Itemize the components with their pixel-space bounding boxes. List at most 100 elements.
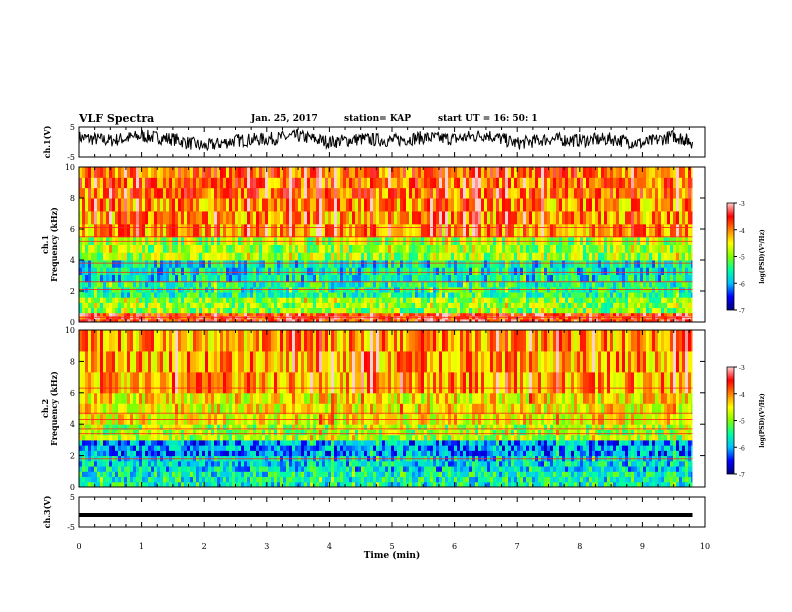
ch1-spectrogram-cell: [295, 318, 298, 323]
ch1-spectrogram-cell: [271, 187, 274, 199]
ch1-spectrogram-cell: [313, 187, 316, 199]
ch1-spectrogram-cell: [208, 292, 211, 298]
ch1-spectrogram-cell: [154, 236, 157, 245]
ch1-spectrogram-cell: [457, 244, 460, 253]
ch2-spectrogram-cell: [97, 460, 100, 467]
ch1-spectrogram-cell: [85, 292, 88, 298]
ch1-spectrogram-cell: [259, 281, 262, 288]
ch1-spectrogram-cell: [649, 281, 652, 288]
ch1-spectrogram-cell: [262, 210, 265, 225]
ch1-spectrogram-cell: [490, 267, 493, 275]
ch1-spectrogram-cell: [310, 210, 313, 225]
ch1-spectrogram-cell: [496, 297, 499, 303]
ch1-spectrogram-cell: [397, 223, 400, 238]
ch1-spectrogram-cell: [271, 302, 274, 309]
ch2-spectrogram-cell: [142, 466, 145, 472]
ch1-spectrogram-cell: [454, 281, 457, 288]
ch1-spectrogram-cell: [514, 307, 517, 314]
ch1-spectrogram-cell: [586, 292, 589, 298]
ch1-spectrogram-cell: [343, 198, 346, 212]
ch1-spectrogram-cell: [523, 236, 526, 245]
ch1-spectrogram-cell: [625, 260, 628, 268]
ch1-spectrogram-cell: [619, 198, 622, 212]
ch2-spectrogram-cell: [136, 330, 139, 352]
ch1-spectrogram-cell: [184, 236, 187, 245]
ch1-spectrogram-cell: [676, 210, 679, 225]
ch1-spectrogram-cell: [487, 244, 490, 253]
ch1-spectrogram-cell: [241, 210, 244, 225]
ch1-spectrogram-cell: [109, 252, 112, 261]
ch1-spectrogram-cell: [145, 312, 148, 317]
ch1-spectrogram-cell: [268, 198, 271, 212]
ch1-spectrogram-cell: [610, 274, 613, 283]
ch2-spectrogram-cell: [184, 450, 187, 457]
ch1-spectrogram-cell: [652, 210, 655, 225]
ch1-spectrogram-cell: [412, 307, 415, 314]
ch2-spectrogram-cell: [187, 439, 190, 446]
ch2-spectrogram-cell: [178, 403, 181, 415]
ch1-spectrogram-cell: [595, 281, 598, 288]
ch1-spectrogram-cell: [151, 297, 154, 303]
ch1-spectrogram-cell: [595, 267, 598, 275]
ch1-spectrogram-cell: [559, 167, 562, 178]
ch1-spectrogram-cell: [88, 307, 91, 314]
ch2-spectrogram-cell: [112, 450, 115, 457]
ch1-spectrogram-cell: [631, 252, 634, 261]
ch1-spectrogram-cell: [454, 223, 457, 238]
ch1-spectrogram-cell: [259, 244, 262, 253]
ch1-spectrogram-cell: [115, 223, 118, 238]
ch1-spectrogram-cell: [202, 274, 205, 283]
ch1-spectrogram-cell: [493, 223, 496, 238]
ch1-spectrogram-cell: [490, 167, 493, 178]
ch1-spectrogram-cell: [676, 244, 679, 253]
ch2-spectrogram-cell: [148, 350, 151, 373]
ch1-spectrogram-cell: [583, 312, 586, 317]
ch1-spectrogram-cell: [481, 223, 484, 238]
ch1-spectrogram-cell: [124, 177, 127, 189]
ch1-spectrogram-cell: [493, 318, 496, 323]
ch1-spectrogram-cell: [238, 312, 241, 317]
ch1-spectrogram-cell: [325, 198, 328, 212]
ch1-spectrogram-cell: [265, 307, 268, 314]
ch1-spectrogram-cell: [190, 312, 193, 317]
ch1-spectrogram-cell: [157, 260, 160, 268]
ch1-spectrogram-cell: [166, 223, 169, 238]
ch1-spectrogram-cell: [271, 292, 274, 298]
ch1-spectrogram-cell: [172, 223, 175, 238]
ch1-spectrogram-cell: [172, 318, 175, 323]
ch1-spectrogram-cell: [358, 244, 361, 253]
ch1-spectrogram-cell: [142, 244, 145, 253]
ch1-spectrogram-cell: [253, 297, 256, 303]
ch1-spectrogram-cell: [682, 210, 685, 225]
ch2-spectrogram-cell: [100, 466, 103, 472]
ch1-spectrogram-cell: [334, 297, 337, 303]
ch1-spectrogram-cell: [427, 297, 430, 303]
ch1-spectrogram-cell: [136, 198, 139, 212]
ch1-spectrogram-cell: [361, 260, 364, 268]
ch1-spectrogram-cell: [301, 198, 304, 212]
ch1-spectrogram-cell: [571, 177, 574, 189]
ch2-spectrogram-cell: [136, 403, 139, 415]
ch1-spectrogram-cell: [100, 236, 103, 245]
ch1-spectrogram-cell: [364, 318, 367, 323]
ch1-spectrogram-cell: [193, 302, 196, 309]
ch1-spectrogram-cell: [280, 177, 283, 189]
ch1-spectrogram-cell: [415, 198, 418, 212]
ch1-spectrogram-cell: [322, 267, 325, 275]
ch2-spectrogram-cell: [124, 471, 127, 478]
ch1-spectrogram-cell: [655, 281, 658, 288]
ch1-spectrogram-cell: [652, 318, 655, 323]
ch2-spectrogram-cell: [169, 429, 172, 436]
ch1-spectrogram-cell: [151, 292, 154, 298]
ch1-spectrogram-cell: [406, 312, 409, 317]
ch1-spectrogram-cell: [337, 223, 340, 238]
ch2-spectrogram-cell: [106, 392, 109, 404]
ch1-spectrogram-cell: [151, 252, 154, 261]
ch1-spectrogram-cell: [115, 307, 118, 314]
ch2-spectrogram-cell: [115, 439, 118, 446]
ch1-spectrogram-cell: [178, 292, 181, 298]
ch1-spectrogram-cell: [367, 210, 370, 225]
ch1-spectrogram-cell: [655, 318, 658, 323]
ch1-spectrogram-cell: [544, 307, 547, 314]
ch2-spectrogram-cell: [94, 460, 97, 467]
